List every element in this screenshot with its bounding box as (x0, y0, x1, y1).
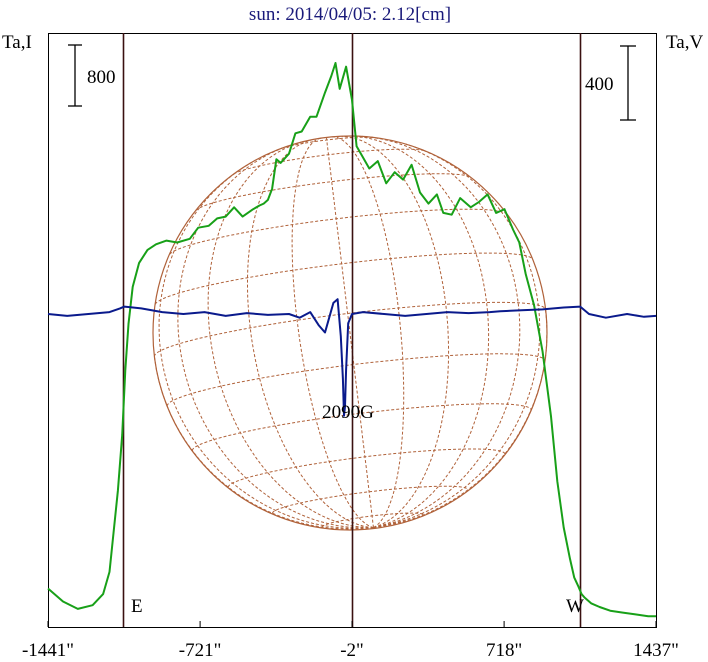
left-scale-label: 800 (87, 67, 116, 88)
disk-meridian (247, 139, 374, 529)
left-axis-label: Ta,I (2, 32, 32, 53)
disk-meridian (177, 144, 374, 529)
disk-meridian (153, 356, 374, 530)
disk-parallel (321, 512, 424, 528)
x-tick-label: 1437" (633, 640, 679, 661)
disk-parallel (195, 173, 472, 211)
left-scale-bar (68, 44, 82, 107)
chart-title: sun: 2014/04/05: 2.12[cm] (249, 4, 451, 25)
x-axis-ticks: -1441" -721" -2" 718" 1437" (22, 621, 679, 661)
disk-parallel (227, 448, 506, 488)
disk-meridian (373, 143, 541, 529)
disk-parallel (166, 353, 546, 407)
x-tick-label: -1441" (22, 640, 74, 661)
right-axis-label: Ta,V (666, 32, 703, 53)
disk-meridian (361, 135, 521, 529)
field-strength-annotation: 2090G (322, 402, 374, 423)
disk-meridian (325, 137, 374, 528)
disk-parallel (154, 252, 533, 305)
disk-parallel (169, 208, 507, 255)
disk-meridian (348, 135, 490, 529)
x-tick-label: 718" (486, 640, 522, 661)
right-scale-label: 400 (585, 74, 614, 95)
disk-parallel (191, 403, 532, 451)
disk-meridian (341, 135, 450, 529)
limb-center-lines (122, 33, 582, 627)
x-tick-label: -2" (340, 640, 364, 661)
series-line-ta-v (47, 298, 657, 417)
disk-parallel (233, 148, 426, 175)
series-line-ta-i (47, 62, 656, 618)
x-tick-label: -721" (179, 640, 222, 661)
disk-parallel (153, 301, 547, 357)
disk-meridian (331, 136, 405, 529)
disk-meridian (373, 309, 548, 529)
right-scale-bar (620, 45, 636, 121)
disk-meridian (207, 140, 374, 529)
disk-parallel (272, 485, 469, 514)
east-limb-label: E (131, 596, 143, 617)
disk-meridian (158, 161, 374, 529)
series-group (47, 62, 657, 618)
disk-meridian (291, 137, 374, 529)
west-limb-label: W (566, 596, 584, 617)
